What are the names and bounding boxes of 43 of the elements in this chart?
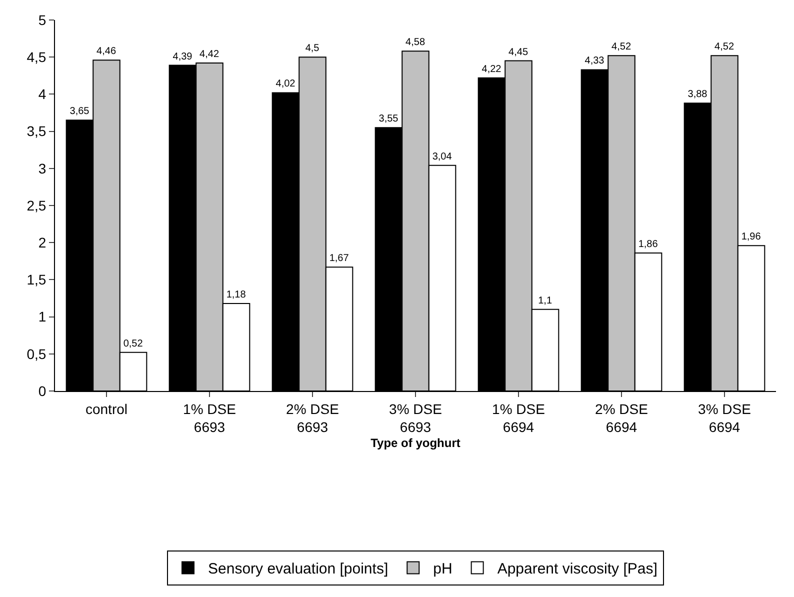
x-tick-label: 3% DSE 6693 bbox=[389, 400, 442, 435]
data-label: 4,52 bbox=[714, 42, 734, 53]
data-label: 1,96 bbox=[741, 232, 762, 243]
y-tick-label: 4,5 bbox=[26, 49, 46, 65]
legend-label: pH bbox=[433, 560, 452, 578]
data-label: 4,52 bbox=[612, 42, 632, 53]
x-axis-title: Type of yoghurt bbox=[370, 436, 460, 450]
y-tick-label: 3,5 bbox=[26, 123, 46, 140]
y-tick-label: 0 bbox=[38, 382, 46, 399]
x-tick-label: 1% DSE 6694 bbox=[492, 400, 545, 435]
x-tick-label: 2% DSE 6694 bbox=[595, 400, 648, 435]
data-label: 3,04 bbox=[432, 151, 452, 162]
data-label: 4,02 bbox=[276, 78, 296, 90]
data-label: 4,42 bbox=[200, 49, 220, 60]
data-label: 3,88 bbox=[688, 89, 708, 100]
data-label: 4,33 bbox=[584, 56, 605, 67]
x-tick-label: control bbox=[85, 400, 128, 417]
y-tick-label: 2,5 bbox=[26, 197, 46, 214]
data-label: 4,39 bbox=[172, 51, 193, 62]
data-label: 4,58 bbox=[406, 37, 426, 48]
legend-label: Apparent viscosity [Pas] bbox=[497, 560, 658, 578]
data-label: 1,1 bbox=[538, 295, 552, 306]
data-label: 4,5 bbox=[305, 43, 320, 54]
y-tick-label: 2 bbox=[38, 234, 46, 250]
y-tick-label: 1 bbox=[38, 308, 46, 325]
data-label: 1,67 bbox=[329, 253, 350, 264]
data-label: 1,18 bbox=[226, 289, 246, 300]
data-label: 4,46 bbox=[96, 46, 116, 58]
x-tick-label: 3% DSE 6694 bbox=[698, 400, 751, 435]
y-tick-label: 3 bbox=[38, 160, 46, 176]
data-label: 4,22 bbox=[482, 64, 502, 75]
y-tick-label: 1,5 bbox=[26, 272, 46, 288]
x-tick-label: 2% DSE 6693 bbox=[286, 400, 339, 435]
data-label: 4,45 bbox=[508, 46, 528, 58]
data-label: 0,52 bbox=[123, 338, 144, 350]
data-label: 1,86 bbox=[638, 238, 658, 250]
legend-label: Sensory evaluation [points] bbox=[208, 560, 388, 578]
data-label: 3,65 bbox=[70, 106, 90, 118]
y-tick-label: 5 bbox=[38, 12, 46, 28]
data-label: 3,55 bbox=[378, 114, 399, 125]
x-tick-label: 1% DSE 6693 bbox=[183, 400, 236, 435]
y-tick-label: 0,5 bbox=[26, 346, 46, 362]
y-tick-label: 4 bbox=[38, 86, 46, 102]
